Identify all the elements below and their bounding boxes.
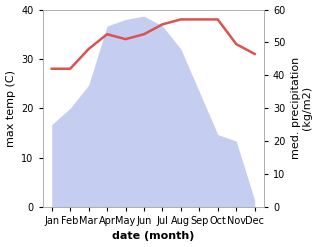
- Y-axis label: med. precipitation
(kg/m2): med. precipitation (kg/m2): [291, 57, 313, 159]
- X-axis label: date (month): date (month): [112, 231, 194, 242]
- Y-axis label: max temp (C): max temp (C): [5, 70, 16, 147]
